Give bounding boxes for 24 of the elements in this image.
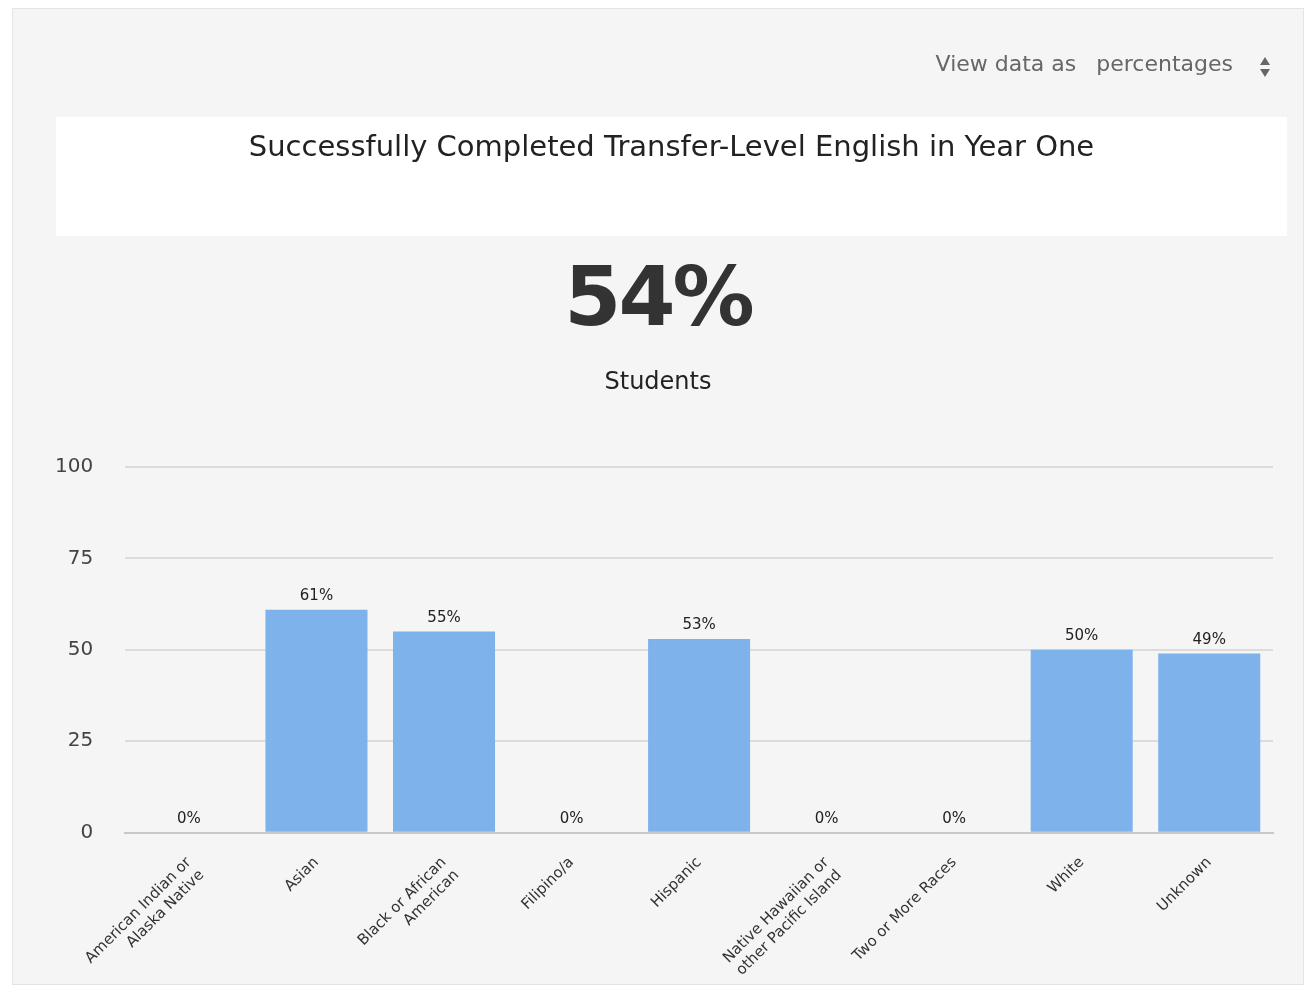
data-label: 0%	[177, 809, 201, 828]
data-label: 49%	[1192, 629, 1226, 648]
bar	[1158, 653, 1261, 832]
data-label: 0%	[814, 809, 839, 828]
bar	[393, 631, 496, 832]
bar	[648, 638, 751, 832]
data-label: 50%	[1065, 626, 1099, 645]
y-tick-label: 75	[67, 544, 94, 569]
y-tick-label: 25	[67, 727, 94, 752]
text: View data as	[935, 51, 1077, 76]
bar	[1030, 649, 1133, 832]
text: 54%	[563, 249, 753, 344]
y-tick-label: 50	[67, 636, 94, 661]
bar	[265, 609, 368, 832]
y-tick-label: 0	[80, 818, 94, 843]
data-label: 0%	[559, 809, 584, 828]
data-label: 55%	[427, 607, 461, 626]
data-label: 61%	[299, 586, 334, 605]
text: percentages	[1096, 51, 1233, 76]
text: Students	[603, 367, 713, 395]
data-label: 53%	[682, 615, 716, 634]
y-tick-label: 100	[54, 453, 94, 478]
data-label: 0%	[942, 809, 967, 828]
chart-title: Successfully Completed Transfer-Level English in Year One	[56, 117, 1287, 236]
